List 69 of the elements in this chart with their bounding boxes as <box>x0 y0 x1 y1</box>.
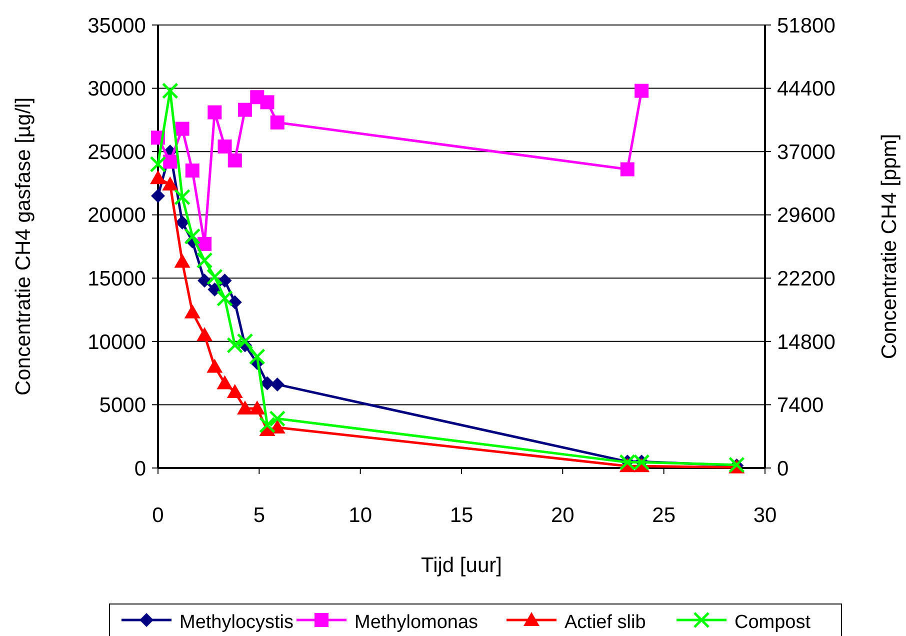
legend-label: Compost <box>734 612 812 633</box>
point <box>174 254 190 268</box>
point <box>150 170 166 184</box>
point <box>185 164 200 178</box>
y-tick-label: 15000 <box>88 267 146 290</box>
point <box>162 82 178 100</box>
y-tick-label: 25000 <box>88 140 146 164</box>
point <box>238 102 252 117</box>
point <box>175 215 190 230</box>
y2-tick-label: 0 <box>777 457 789 480</box>
x-tick-label: 15 <box>450 504 474 527</box>
point <box>150 156 166 172</box>
y-axis-title: Concentratie CH4 gasfase [µg/l] <box>12 97 35 396</box>
point <box>248 348 266 365</box>
y2-axis-title: Concentratie CH4 [ppm] <box>878 134 901 360</box>
point <box>236 333 254 350</box>
y-tick-label: 20000 <box>88 204 146 228</box>
point <box>162 176 178 190</box>
point <box>228 153 242 168</box>
y2-tick-label: 44400 <box>777 78 836 101</box>
point <box>216 375 233 390</box>
y-tick-label: 5000 <box>99 394 146 418</box>
x-tick-label: 30 <box>753 504 777 527</box>
x-tick-label: 0 <box>152 504 164 527</box>
y2-tick-label: 22200 <box>777 267 836 290</box>
point <box>269 410 286 427</box>
point <box>216 290 234 307</box>
point <box>175 122 190 136</box>
point <box>249 400 266 415</box>
point <box>228 295 242 310</box>
y2-tick-label: 29600 <box>777 204 836 228</box>
legend-label: Methylocystis <box>180 612 294 633</box>
point <box>270 115 284 130</box>
point <box>198 274 212 288</box>
point <box>196 327 213 342</box>
point <box>620 162 634 176</box>
point <box>270 377 284 392</box>
point <box>196 252 213 269</box>
point <box>174 188 191 206</box>
point <box>184 304 200 318</box>
y-tick-label: 35000 <box>88 14 146 38</box>
x-tick-label: 25 <box>652 504 676 527</box>
point <box>163 154 178 169</box>
y2-tick-label: 37000 <box>777 140 836 164</box>
y-tick-label: 30000 <box>88 78 146 101</box>
point <box>237 400 254 415</box>
point <box>260 95 274 110</box>
point <box>226 336 244 354</box>
point <box>206 268 223 286</box>
point <box>184 228 201 245</box>
y-tick-label: 10000 <box>88 330 146 354</box>
x-tick-label: 10 <box>348 504 372 527</box>
point <box>151 188 165 203</box>
x-axis-title: Tijd [uur] <box>421 554 502 577</box>
y-tick-label: 0 <box>134 457 146 480</box>
legend-label: Methylomonas <box>354 612 478 633</box>
point <box>226 384 243 398</box>
x-tick-label: 20 <box>550 504 574 527</box>
point <box>218 274 232 288</box>
point <box>634 84 649 98</box>
point <box>259 416 276 434</box>
y2-tick-label: 14800 <box>777 330 836 354</box>
y2-tick-label: 51800 <box>777 14 836 38</box>
point <box>208 105 222 120</box>
y2-tick-label: 7400 <box>777 394 824 418</box>
x-tick-label: 5 <box>253 504 266 527</box>
legend-label: Actief slib <box>564 612 646 633</box>
point <box>206 358 223 373</box>
point <box>218 140 232 154</box>
